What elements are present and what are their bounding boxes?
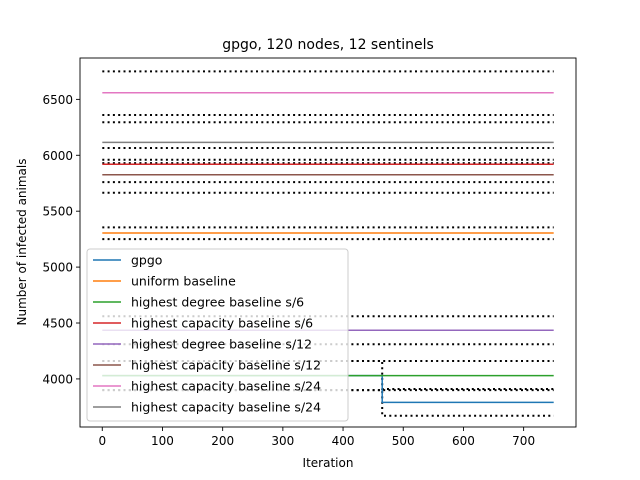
y-tick-label: 5500 bbox=[42, 205, 73, 219]
legend-entries: gpgo uniform baseline highest degree basel… bbox=[93, 253, 321, 415]
x-tick-label: 200 bbox=[211, 434, 234, 448]
series-0-upper-band bbox=[102, 360, 554, 390]
legend-label: highest degree baseline s/12 bbox=[131, 337, 312, 352]
x-tick-label: 700 bbox=[512, 434, 535, 448]
legend-label: uniform baseline bbox=[131, 274, 236, 289]
x-tick-label: 400 bbox=[332, 434, 355, 448]
y-tick-label: 4500 bbox=[42, 317, 73, 331]
legend-label: highest capacity baseline s/24 bbox=[131, 379, 321, 394]
plot-frame bbox=[79, 57, 577, 428]
chart-title: gpgo, 120 nodes, 12 sentinels bbox=[222, 37, 434, 53]
x-axis-label: Iteration bbox=[303, 456, 354, 470]
legend: gpgo uniform baseline highest degree basel… bbox=[86, 248, 349, 422]
legend-label: gpgo bbox=[131, 253, 162, 268]
legend-label: highest degree baseline s/6 bbox=[131, 295, 304, 310]
legend-label: highest capacity baseline s/6 bbox=[131, 316, 313, 331]
legend-label: highest capacity baseline s/12 bbox=[131, 358, 321, 373]
y-tick-label: 5000 bbox=[42, 261, 73, 275]
x-tick-label: 100 bbox=[151, 434, 174, 448]
x-tick-label: 600 bbox=[452, 434, 475, 448]
legend-box bbox=[86, 248, 349, 422]
x-tick-label: 500 bbox=[392, 434, 415, 448]
y-tick-label: 4000 bbox=[42, 372, 73, 386]
y-axis-label: Number of infected animals bbox=[15, 159, 29, 326]
x-tick-label: 0 bbox=[98, 434, 106, 448]
x-tick-label: 300 bbox=[271, 434, 294, 448]
y-tick-label: 6000 bbox=[42, 149, 73, 163]
x-axis: 0 100 200 300 400 500 600 700 bbox=[98, 427, 535, 448]
legend-label: highest capacity baseline s/24 bbox=[131, 400, 321, 415]
y-tick-label: 6500 bbox=[42, 93, 73, 107]
y-axis: 4000 4500 5000 5500 6000 6500 bbox=[42, 93, 80, 386]
